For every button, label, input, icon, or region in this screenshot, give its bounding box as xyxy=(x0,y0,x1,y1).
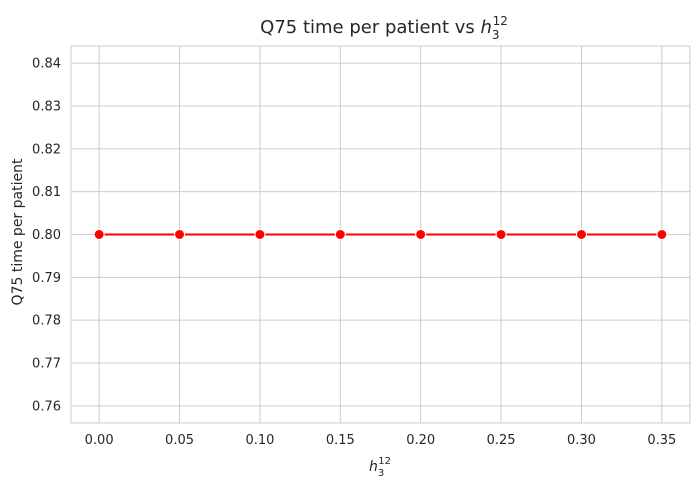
x-axis-ticks: 0.00 0.05 0.10 0.15 0.20 0.25 0.30 0.35 xyxy=(85,433,677,448)
data-point xyxy=(415,229,427,240)
y-tick-label: 0.79 xyxy=(32,271,61,286)
x-tick-label: 0.35 xyxy=(647,433,676,448)
y-tick-label: 0.83 xyxy=(32,99,61,114)
plot-frame xyxy=(70,45,691,424)
chart-title: Q75 time per patient vs h312 xyxy=(260,14,508,42)
y-tick-label: 0.80 xyxy=(32,228,61,243)
y-tick-label: 0.77 xyxy=(32,357,61,372)
data-point xyxy=(254,229,266,240)
y-axis-label: Q75 time per patient xyxy=(10,158,26,305)
x-tick-label: 0.05 xyxy=(165,433,194,448)
x-tick-label: 0.15 xyxy=(326,433,355,448)
y-tick-label: 0.84 xyxy=(32,57,61,72)
series-layer xyxy=(93,229,668,240)
x-tick-label: 0.25 xyxy=(487,433,516,448)
x-axis-label: h312 xyxy=(369,456,391,479)
y-tick-label: 0.76 xyxy=(32,399,61,414)
y-axis-ticks: 0.76 0.77 0.78 0.79 0.80 0.81 0.82 0.83 0.84 xyxy=(32,57,61,415)
x-tick-label: 0.00 xyxy=(85,433,114,448)
data-point xyxy=(656,229,668,240)
y-tick-label: 0.82 xyxy=(32,142,61,157)
data-point xyxy=(334,229,346,240)
x-tick-label: 0.30 xyxy=(567,433,596,448)
data-point xyxy=(495,229,507,240)
x-tick-label: 0.20 xyxy=(406,433,435,448)
data-point xyxy=(93,229,105,240)
y-tick-label: 0.81 xyxy=(32,185,61,200)
data-point xyxy=(575,229,587,240)
x-tick-label: 0.10 xyxy=(245,433,274,448)
data-point xyxy=(174,229,186,240)
y-tick-label: 0.78 xyxy=(32,314,61,329)
